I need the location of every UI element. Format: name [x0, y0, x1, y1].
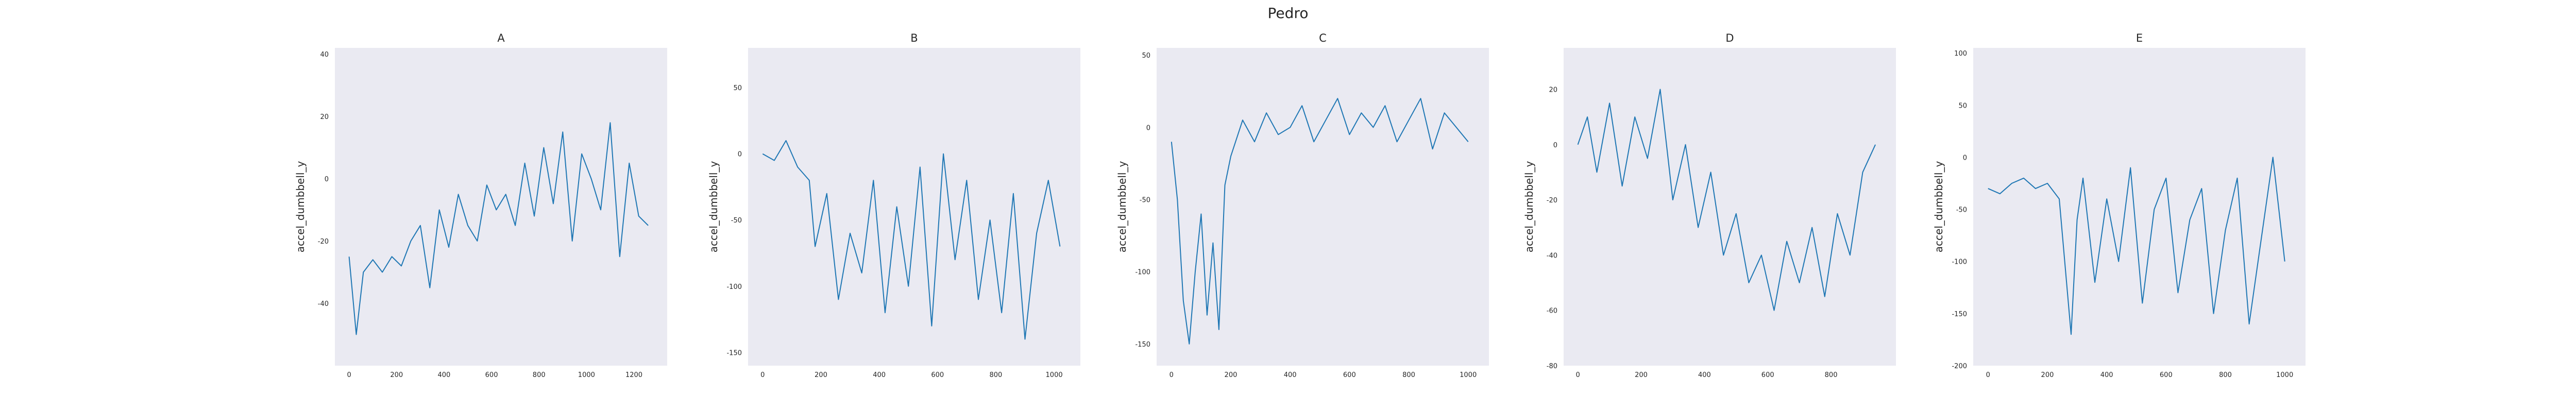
x-tick-label: 1200	[625, 371, 642, 379]
y-tick-label: -150	[1952, 311, 1967, 318]
y-tick-label: 40	[320, 51, 329, 59]
y-axis-label: accel_dumbbell_y	[294, 161, 307, 253]
y-tick-label: 0	[1553, 142, 1557, 149]
series-line	[1171, 98, 1469, 345]
y-tick-label: 0	[738, 151, 742, 159]
y-tick-label: 100	[1954, 50, 1967, 58]
panel-title: B	[910, 32, 918, 44]
y-tick-label: -40	[1547, 252, 1557, 260]
x-tick-label: 800	[990, 371, 1003, 379]
x-tick-label: 800	[1825, 371, 1838, 379]
y-tick-label: 50	[1142, 52, 1150, 60]
y-tick-label: -200	[1952, 363, 1967, 370]
y-axis-label: accel_dumbbell_y	[1116, 161, 1128, 253]
x-tick-label: 600	[1761, 371, 1774, 379]
plot-area	[335, 48, 667, 366]
x-tick-label: 600	[485, 371, 498, 379]
plot-area	[1564, 48, 1896, 366]
plot-area	[1973, 48, 2306, 366]
y-tick-label: 50	[733, 84, 742, 92]
x-tick-label: 400	[438, 371, 451, 379]
x-tick-label: 0	[1986, 371, 1990, 379]
x-tick-label: 800	[1402, 371, 1415, 379]
x-tick-label: 200	[815, 371, 827, 379]
x-tick-label: 1000	[1046, 371, 1063, 379]
y-tick-label: -50	[731, 217, 742, 225]
x-tick-label: 0	[347, 371, 351, 379]
y-tick-label: -150	[726, 349, 742, 357]
x-tick-label: 600	[931, 371, 944, 379]
x-tick-label: 1000	[2276, 371, 2293, 379]
y-tick-label: -50	[1956, 207, 1967, 214]
x-tick-label: 600	[2160, 371, 2173, 379]
y-tick-label: -20	[318, 238, 329, 246]
x-tick-label: 0	[1576, 371, 1580, 379]
panel-title: A	[497, 32, 505, 44]
y-tick-label: -40	[318, 300, 329, 308]
x-tick-label: 800	[2219, 371, 2232, 379]
x-tick-label: 0	[760, 371, 765, 379]
series-line	[348, 122, 649, 335]
x-tick-label: 200	[1635, 371, 1648, 379]
panel-title: E	[2136, 32, 2143, 44]
y-axis-label: accel_dumbbell_y	[707, 161, 720, 253]
y-tick-label: 20	[1549, 86, 1557, 94]
x-tick-label: 600	[1343, 371, 1356, 379]
y-tick-label: 50	[1958, 102, 1967, 110]
y-tick-label: -20	[1547, 197, 1557, 204]
y-tick-label: -100	[1952, 259, 1967, 266]
panel-title: D	[1725, 32, 1734, 44]
y-tick-label: -100	[726, 283, 742, 291]
y-axis-label: accel_dumbbell_y	[1523, 161, 1535, 253]
plot-area	[1157, 48, 1489, 366]
y-axis-label: accel_dumbbell_y	[1933, 161, 1945, 253]
series-line	[1577, 89, 1876, 311]
y-tick-label: -50	[1140, 196, 1150, 204]
x-tick-label: 800	[533, 371, 546, 379]
x-tick-label: 1000	[1460, 371, 1477, 379]
series-line	[1988, 157, 2285, 335]
y-tick-label: 0	[1963, 154, 1967, 162]
y-tick-label: 0	[325, 176, 329, 183]
x-tick-label: 1000	[578, 371, 595, 379]
figure-suptitle: Pedro	[1268, 5, 1309, 22]
y-tick-label: -150	[1135, 341, 1150, 349]
x-tick-label: 400	[2100, 371, 2113, 379]
panel-title: C	[1319, 32, 1327, 44]
plot-area	[748, 48, 1080, 366]
y-tick-label: 0	[1146, 124, 1150, 132]
y-tick-label: -100	[1135, 269, 1150, 277]
x-tick-label: 400	[873, 371, 886, 379]
series-line	[762, 140, 1061, 340]
y-tick-label: 20	[320, 113, 329, 121]
x-tick-label: 400	[1284, 371, 1297, 379]
y-tick-label: -60	[1547, 307, 1557, 315]
x-tick-label: 200	[2041, 371, 2054, 379]
x-tick-label: 200	[390, 371, 403, 379]
x-tick-label: 200	[1225, 371, 1238, 379]
y-tick-label: -80	[1547, 363, 1557, 370]
x-tick-label: 400	[1698, 371, 1711, 379]
x-tick-label: 0	[1170, 371, 1174, 379]
